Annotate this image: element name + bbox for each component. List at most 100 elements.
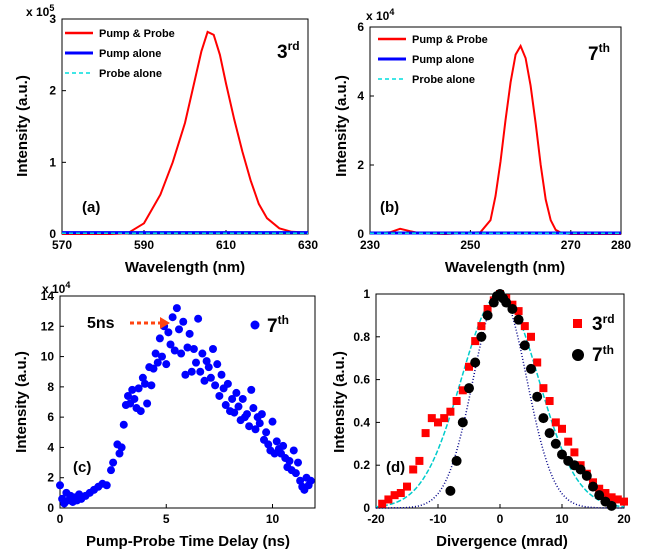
data-point [245,422,254,431]
data-point [465,362,473,371]
data-point [187,367,196,376]
y-axis-label-b: Intensity (a.u.) [333,75,350,177]
x-axis-label-a: Wavelength (nm) [125,259,245,276]
y-tick-label: 0.6 [353,373,370,387]
data-point [558,424,566,433]
data-point [272,437,281,446]
data-point [115,449,124,458]
legend-c: 7th [250,313,289,337]
data-point [124,391,132,400]
annotation-arrow [130,317,170,329]
data-point [268,417,277,426]
data-point [221,401,230,410]
legend-label: Pump alone [412,54,474,66]
data-point [138,373,147,382]
data-point [427,414,436,423]
data-point [527,332,535,341]
legend-label: Pump & Probe [412,34,488,46]
data-point [519,340,530,351]
data-point [452,397,461,405]
data-point [477,322,486,331]
data-point [151,349,160,358]
series-line-pump-probe [369,43,621,236]
data-point [421,429,430,438]
x-tick-label: 0 [497,512,504,526]
data-point [177,349,186,358]
x-axis-label-b: Wavelength (nm) [445,259,565,276]
legend-label-7th: 7th [592,343,614,366]
data-point [183,343,192,352]
panel-c: 0 5 10 0 2 4 6 8 10 12 14 x 104 Pump-Probe Time De… [13,280,316,550]
data-point [102,481,111,490]
data-point [206,373,215,382]
data-point [451,455,462,466]
data-point [390,491,399,500]
x-tick-label: 610 [216,238,236,252]
multiplier-a: x 105 [26,3,54,19]
data-point [613,495,622,504]
y-tick-label: 6 [47,410,54,424]
data-point [595,484,604,493]
data-point [179,317,188,326]
data-point [526,363,536,374]
x-tick-label: 230 [360,238,380,252]
legend-a: Pump & Probe Pump alone Probe alone [65,28,175,80]
data-point [513,314,524,325]
data-point [119,420,128,429]
data-point [296,476,305,485]
fit-curve-7th [376,293,624,509]
data-point [211,381,220,390]
data-point [557,449,567,460]
x-tick-label: 570 [52,238,72,252]
data-point [134,384,143,393]
series-layer-a [62,30,309,235]
y-tick-label: 4 [47,440,54,454]
data-point [606,500,617,511]
data-point [217,370,226,379]
data-point [264,440,273,449]
tick-layer-b: 230 250 270 280 0 2 4 6 [357,20,631,252]
data-point [136,407,145,416]
x-tick-label: 280 [611,238,631,252]
tick-layer-c: 0 5 10 0 2 4 6 8 10 12 14 [41,289,280,526]
data-point [396,489,405,498]
multiplier-b: x 104 [366,7,394,23]
data-point [446,407,455,416]
data-point [189,345,198,353]
data-point [202,357,211,366]
y-tick-label: 0.8 [353,330,370,344]
data-point [483,304,492,313]
x-axis-label-c: Pump-Probe Time Delay (ns) [86,533,290,550]
data-point [170,346,179,355]
data-point [162,360,171,369]
data-point [56,481,64,490]
data-point [198,349,207,358]
data-point [251,425,260,434]
data-point [200,376,209,385]
data-point [550,438,561,449]
y-tick-label: 0 [357,227,364,241]
data-point [196,367,205,376]
data-point [128,385,137,394]
data-point [109,458,118,467]
data-point [601,489,610,498]
data-point [143,399,152,408]
data-point [464,383,474,394]
x-tick-label: 630 [298,238,318,252]
y-tick-label: 12 [41,319,55,333]
data-point [471,337,480,346]
data-point [403,482,411,491]
plot-frame-b [369,26,622,235]
y-tick-label: 4 [357,89,364,103]
data-point [257,410,266,419]
data-point [520,322,529,331]
data-point [243,410,251,419]
panel-d: -20 -10 0 10 20 0 0.2 0.4 0.6 0.8 1 Divergence (mr… [331,287,631,550]
y-tick-label: 14 [41,289,55,303]
data-point [232,388,241,397]
data-point [539,384,548,393]
x-tick-label: 250 [460,238,480,252]
data-point [228,394,237,403]
data-point [262,428,271,437]
